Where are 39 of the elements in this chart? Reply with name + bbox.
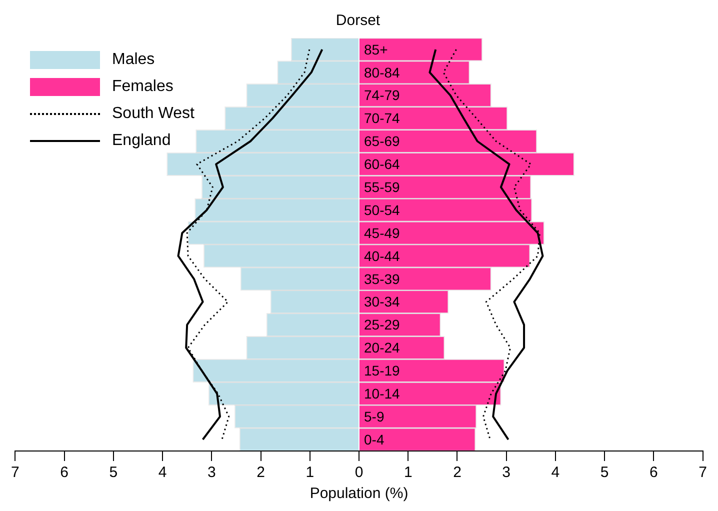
y-tick-label: 45-49 xyxy=(364,224,400,241)
y-tick-label: 60-64 xyxy=(364,156,400,172)
y-tick-label: 0-4 xyxy=(364,431,384,448)
y-tick-label: 5-9 xyxy=(364,408,384,424)
legend-label: England xyxy=(112,132,171,150)
y-tick-label: 10-14 xyxy=(364,386,400,402)
x-tick-label: 6 xyxy=(650,464,658,482)
x-tick-label: 1 xyxy=(306,464,314,482)
x-tick-label: 7 xyxy=(698,464,707,482)
chart-title: Dorset xyxy=(336,12,381,30)
y-tick-label: 20-24 xyxy=(364,340,400,356)
x-tick-label: 5 xyxy=(600,464,609,482)
x-tick-label: 7 xyxy=(11,464,20,482)
y-tick-label: 35-39 xyxy=(364,270,400,287)
x-tick-label: 3 xyxy=(502,464,511,482)
x-tick-label: 4 xyxy=(551,464,560,482)
y-tick-label: 15-19 xyxy=(364,362,400,379)
y-tick-label: 74-79 xyxy=(364,87,400,104)
legend-label: Females xyxy=(112,78,174,96)
x-tick-label: 1 xyxy=(404,464,412,482)
x-tick-label: 3 xyxy=(207,464,216,482)
x-tick-label: 5 xyxy=(109,464,118,482)
x-tick-label: 4 xyxy=(158,464,167,482)
y-tick-label: 85+ xyxy=(364,41,388,58)
legend-label: Males xyxy=(112,50,155,68)
y-tick-label: 70-74 xyxy=(364,110,400,126)
x-axis-title: Population (%) xyxy=(310,485,408,502)
y-tick-label: 30-34 xyxy=(364,294,400,310)
y-tick-label: 55-59 xyxy=(364,179,400,195)
y-tick-label: 65-69 xyxy=(364,133,400,150)
x-tick-label: 6 xyxy=(60,464,68,482)
x-tick-label: 0 xyxy=(354,464,364,482)
x-tick-label: 2 xyxy=(256,464,265,482)
y-tick-label: 25-29 xyxy=(364,316,400,333)
y-tick-label: 80-84 xyxy=(364,64,400,80)
x-tick-label: 2 xyxy=(453,464,462,482)
y-tick-label: 50-54 xyxy=(364,202,400,218)
legend-label: South West xyxy=(112,104,194,122)
y-tick-label: 40-44 xyxy=(364,248,400,264)
